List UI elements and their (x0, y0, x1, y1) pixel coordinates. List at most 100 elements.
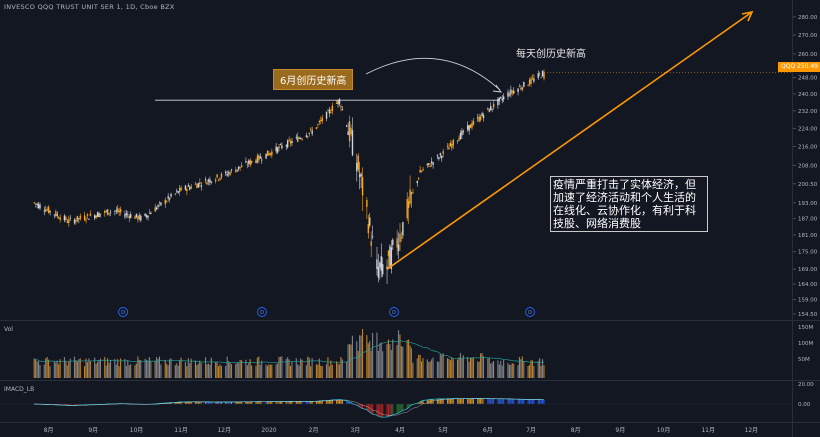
volume-bar (327, 357, 329, 378)
macd-histogram-bar (271, 401, 273, 404)
volume-bar (409, 345, 411, 378)
candle-body (85, 219, 87, 221)
volume-bar (256, 357, 258, 378)
volume-bar (317, 364, 319, 378)
candle-body (426, 163, 429, 166)
volume-bar (315, 364, 317, 378)
macd-histogram-bar (471, 398, 473, 404)
macd-histogram-bar (269, 401, 271, 404)
volume-bar (287, 357, 289, 378)
candle-body (86, 214, 89, 216)
candle-body (217, 179, 220, 181)
volume-bar (268, 364, 270, 378)
candle-body (89, 213, 92, 216)
candle-body (206, 182, 208, 185)
dividend-marker-label: D (260, 310, 264, 316)
volume-bar (45, 358, 47, 378)
candle-body (106, 209, 109, 216)
volume-bar (246, 365, 248, 378)
macd-histogram-bar (468, 398, 470, 404)
macd-histogram-bar (457, 398, 459, 404)
annotation-daily-high[interactable]: 每天创历史新高 (516, 49, 586, 60)
candle-body (187, 185, 190, 187)
volume-bar (540, 365, 542, 378)
volume-bar (390, 349, 392, 378)
candle-body (351, 130, 354, 156)
macd-histogram-bar (530, 399, 532, 404)
volume-bar (346, 361, 348, 378)
candle-body (219, 177, 221, 180)
volume-bar (187, 358, 189, 378)
volume-bar (144, 358, 146, 378)
candle-body (530, 78, 532, 84)
candle-body (399, 233, 401, 243)
annotation-june-high[interactable]: 6月创历史新高 (273, 69, 354, 90)
candle-body (180, 187, 182, 191)
volume-bar (86, 362, 89, 378)
candle-body (154, 207, 156, 212)
candle-body (370, 241, 372, 246)
candle-body (299, 138, 302, 139)
volume-bar (501, 365, 503, 378)
macd-histogram-bar (349, 402, 351, 404)
volume-bar (33, 358, 35, 378)
candle-body (200, 185, 202, 187)
macd-histogram-bar (410, 404, 413, 406)
price-axis-label: 159.00 (798, 298, 818, 304)
candle-body (279, 144, 282, 145)
price-axis-label: 181.00 (798, 233, 818, 239)
volume-bar (278, 356, 280, 378)
volume-bar (457, 359, 459, 378)
candle-body (190, 186, 192, 189)
annotation-commentary[interactable]: 疫情严重打击了实体经济，但加速了经济活动和个人生活的在线化、云协作化，有利于科技… (550, 176, 708, 232)
candle-body (422, 169, 424, 171)
time-axis-label: 5月 (438, 427, 448, 434)
macd-histogram-bar (408, 404, 410, 408)
candle-body (114, 210, 116, 212)
macd-histogram-bar (396, 404, 398, 414)
volume-bar (530, 360, 532, 378)
candle-body (517, 88, 519, 92)
candle-body (176, 190, 178, 192)
volume-bar (128, 365, 130, 378)
macd-histogram-bar (300, 401, 302, 404)
macd-histogram-bar (219, 402, 221, 404)
trend-arrow-line (386, 11, 753, 270)
macd-histogram-bar (451, 398, 453, 404)
volume-bar (351, 335, 353, 378)
volume-bar (190, 358, 192, 378)
macd-histogram-bar (377, 404, 379, 417)
candle-body (255, 160, 257, 163)
time-axis-label: 4月 (395, 427, 405, 434)
candle-body (278, 146, 280, 149)
candle-body (439, 153, 442, 156)
volume-bar (396, 345, 398, 378)
volume-bar (523, 360, 525, 378)
macd-histogram-bar (347, 401, 349, 404)
candle-body (340, 106, 342, 108)
dividend-marker-icon (389, 307, 399, 317)
macd-histogram-bar (419, 401, 421, 404)
curved-arrow (365, 57, 501, 91)
volume-bar (88, 358, 90, 378)
candle-body (317, 124, 319, 126)
macd-histogram-bar (226, 401, 228, 404)
volume-bar (510, 364, 512, 378)
volume-bar (176, 363, 178, 378)
candle-body (261, 159, 263, 161)
candle-body (127, 214, 129, 216)
volume-bar (220, 365, 222, 378)
macd-histogram-bar (298, 401, 300, 404)
volume-bar (513, 364, 515, 378)
volume-axis-label: 50M (798, 357, 810, 363)
volume-bar (56, 360, 58, 378)
candle-body (39, 204, 41, 209)
volume-bar (521, 356, 523, 378)
macd-histogram-bar (311, 401, 313, 404)
volume-bar (79, 358, 81, 378)
candle-body (135, 213, 138, 217)
candle-body (155, 207, 158, 210)
macd-histogram-bar (215, 402, 217, 404)
